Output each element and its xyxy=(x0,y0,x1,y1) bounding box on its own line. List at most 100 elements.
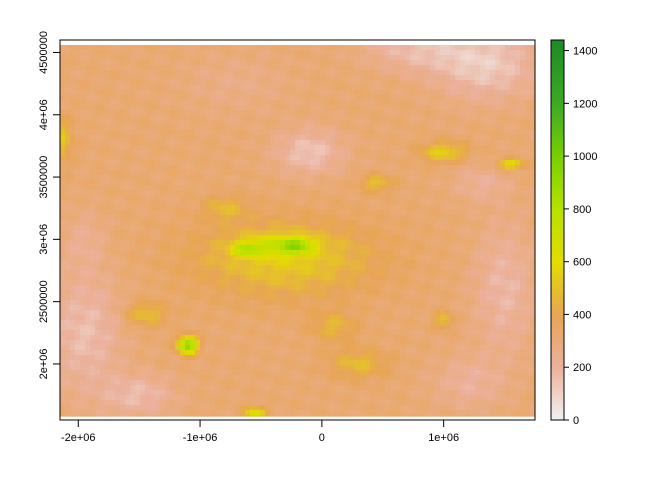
raster-cell xyxy=(390,170,396,176)
raster-cell xyxy=(270,280,276,286)
raster-cell xyxy=(505,225,511,231)
raster-cell xyxy=(380,225,386,231)
raster-cell xyxy=(345,105,351,111)
raster-cell xyxy=(445,280,451,286)
raster-cell xyxy=(165,295,171,301)
raster-cell xyxy=(335,280,341,286)
raster-cell xyxy=(240,215,246,221)
raster-cell xyxy=(325,160,331,166)
raster-cell xyxy=(255,255,261,261)
raster-cell xyxy=(355,125,361,131)
raster-cell xyxy=(120,160,126,166)
raster-cell xyxy=(195,190,201,196)
raster-cell xyxy=(275,165,281,171)
raster-cell xyxy=(355,240,361,246)
raster-cell xyxy=(250,60,256,66)
raster-cell xyxy=(175,85,181,91)
raster-cell xyxy=(325,255,331,261)
raster-cell xyxy=(465,235,471,241)
raster-cell xyxy=(410,165,416,171)
raster-cell xyxy=(500,175,506,181)
raster-cell xyxy=(415,115,421,121)
raster-cell xyxy=(525,235,531,241)
raster-cell xyxy=(340,175,346,181)
raster-cell xyxy=(345,80,351,86)
raster-cell xyxy=(90,105,96,111)
raster-cell xyxy=(85,250,91,256)
raster-cell xyxy=(75,45,81,51)
raster-cell xyxy=(290,290,296,296)
raster-cell xyxy=(355,210,361,216)
raster-cell xyxy=(80,85,86,91)
raster-cell xyxy=(130,100,136,106)
raster-cell xyxy=(65,55,71,61)
raster-cell xyxy=(310,150,316,156)
raster-cell xyxy=(505,210,511,216)
raster-cell xyxy=(485,50,491,56)
raster-cell xyxy=(365,60,371,66)
raster-cell xyxy=(260,280,266,286)
raster-cell xyxy=(390,130,396,136)
raster-cell xyxy=(530,220,536,226)
raster-cell xyxy=(520,70,526,76)
raster-cell xyxy=(490,140,496,146)
raster-cell xyxy=(480,155,486,161)
raster-cell xyxy=(340,240,346,246)
raster-cell xyxy=(275,90,281,96)
raster-cell xyxy=(525,140,531,146)
raster-cell xyxy=(95,230,101,236)
raster-cell xyxy=(315,65,321,71)
raster-cell xyxy=(400,45,406,51)
raster-cell xyxy=(380,70,386,76)
raster-cell xyxy=(60,195,66,201)
raster-cell xyxy=(495,280,501,286)
raster-cell xyxy=(420,260,426,266)
raster-cell xyxy=(530,210,536,216)
raster-cell xyxy=(370,95,376,101)
raster-cell xyxy=(325,185,331,191)
raster-cell xyxy=(95,245,101,251)
raster-cell xyxy=(440,190,446,196)
raster-cell xyxy=(505,75,511,81)
raster-cell xyxy=(310,225,316,231)
raster-cell xyxy=(305,75,311,81)
raster-cell xyxy=(290,45,296,51)
raster-cell xyxy=(465,250,471,256)
raster-cell xyxy=(165,230,171,236)
raster-cell xyxy=(430,265,436,271)
raster-cell xyxy=(120,265,126,271)
raster-cell xyxy=(195,220,201,226)
raster-cell xyxy=(90,250,96,256)
raster-cell xyxy=(405,245,411,251)
raster-cell xyxy=(105,100,111,106)
raster-cell xyxy=(300,85,306,91)
raster-cell xyxy=(70,220,76,226)
raster-cell xyxy=(130,125,136,131)
raster-cell xyxy=(80,220,86,226)
raster-cell xyxy=(315,200,321,206)
raster-cell xyxy=(495,165,501,171)
raster-cell xyxy=(345,230,351,236)
raster-cell xyxy=(185,105,191,111)
raster-cell xyxy=(305,45,311,51)
raster-cell xyxy=(320,260,326,266)
raster-cell xyxy=(320,175,326,181)
raster-cell xyxy=(365,275,371,281)
raster-cell xyxy=(310,235,316,241)
raster-cell xyxy=(305,140,311,146)
raster-cell xyxy=(250,80,256,86)
raster-cell xyxy=(130,220,136,226)
raster-cell xyxy=(490,195,496,201)
raster-cell xyxy=(370,45,376,51)
raster-cell xyxy=(350,80,356,86)
raster-cell xyxy=(410,145,416,151)
raster-cell xyxy=(465,265,471,271)
raster-cell xyxy=(130,75,136,81)
raster-cell xyxy=(180,235,186,241)
raster-cell xyxy=(85,115,91,121)
raster-cell xyxy=(250,95,256,101)
raster-cell xyxy=(340,215,346,221)
raster-cell xyxy=(430,250,436,256)
raster-cell xyxy=(345,55,351,61)
raster-cell xyxy=(285,205,291,211)
